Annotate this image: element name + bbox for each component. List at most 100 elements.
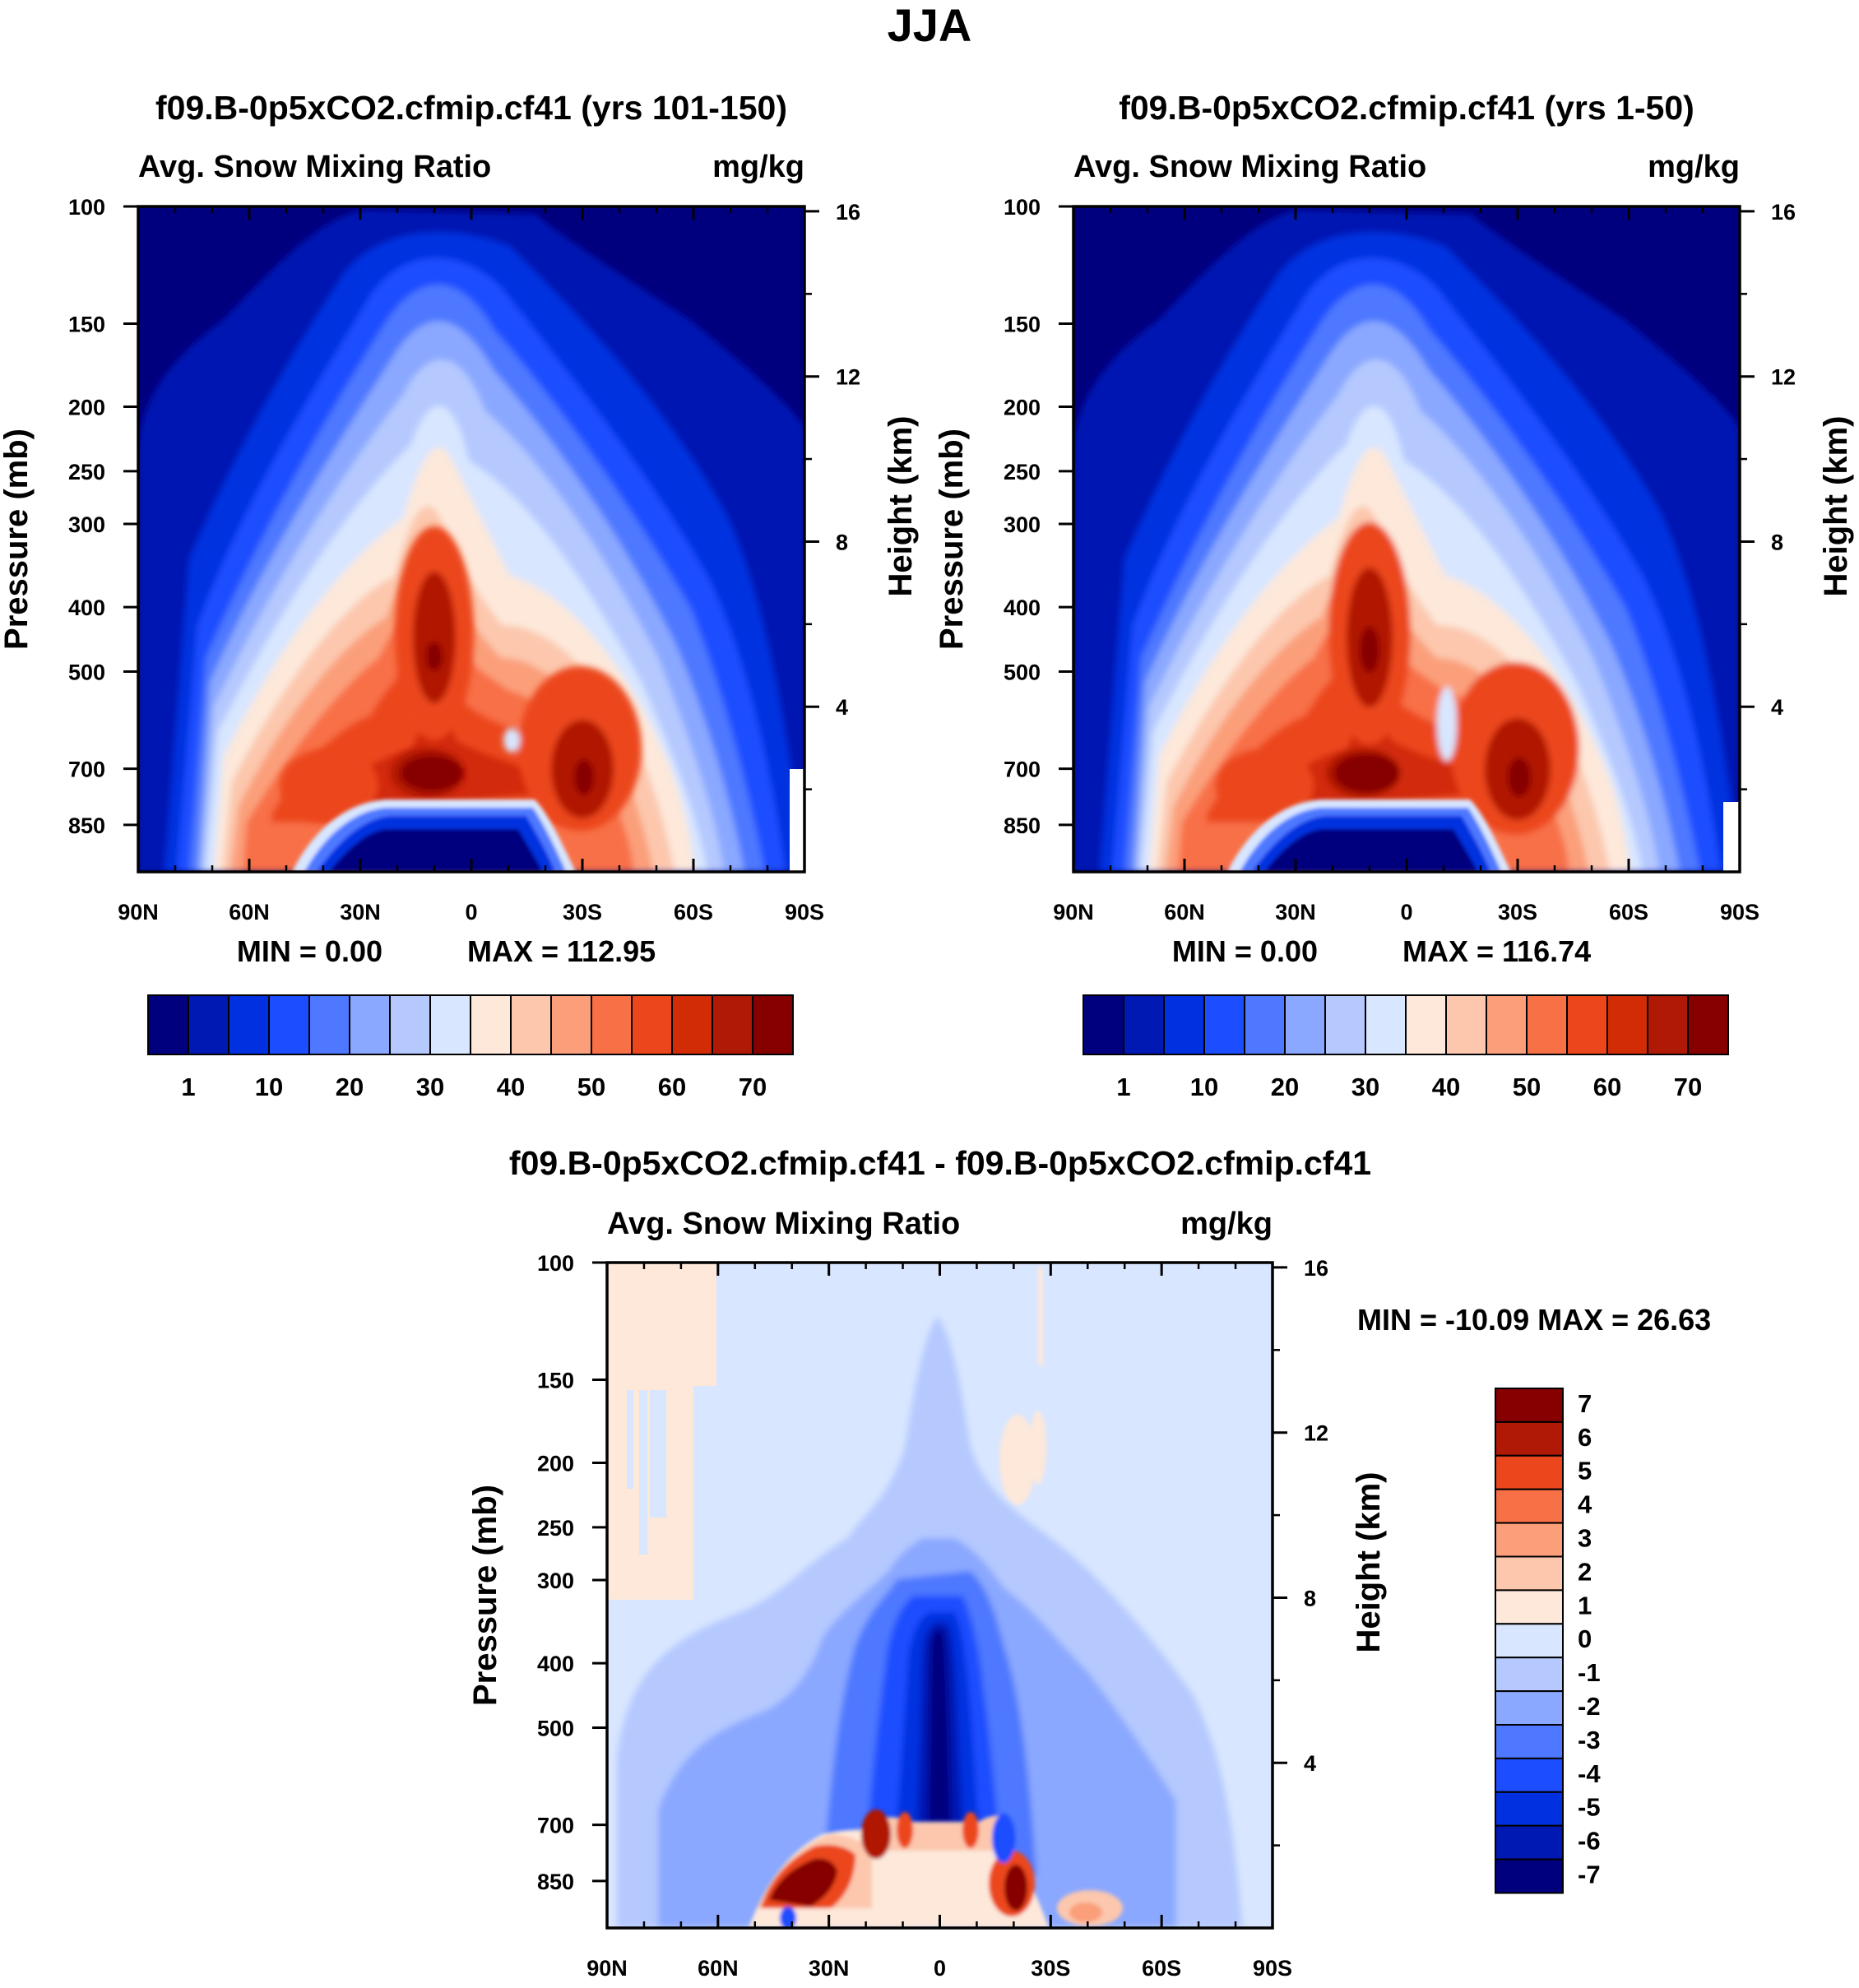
panel-1-colorbar-label: 60 — [658, 1073, 686, 1101]
panel-3-colorbar-box — [1495, 1388, 1564, 1423]
panel-2-min-label: MIN = 0.00 — [1172, 934, 1318, 968]
panel-1-colorbar-box — [591, 994, 633, 1055]
panel-2-y-tick-label: 200 — [1004, 396, 1041, 420]
panel-3-units: mg/kg — [1180, 1207, 1273, 1241]
panel-3-colorbar-label: -6 — [1578, 1827, 1601, 1856]
panel-1-x-tick-label: 0 — [465, 900, 477, 924]
panel-3-colorbar-label: 2 — [1578, 1557, 1592, 1586]
panel-2-colorbar-box — [1405, 994, 1447, 1055]
panel-2-contour-field — [1073, 206, 1740, 872]
panel-3-y-right-tick-label: 4 — [1304, 1751, 1316, 1776]
panel-2-left-label: Avg. Snow Mixing Ratio — [1073, 150, 1426, 184]
panel-3-x-tick-label: 0 — [934, 1956, 946, 1981]
panel-3-y-right-tick-label: 8 — [1304, 1586, 1316, 1610]
panel-3-y-tick-label: 250 — [537, 1516, 574, 1541]
panel-2-colorbar-box — [1445, 994, 1487, 1055]
panel-1-units: mg/kg — [712, 150, 804, 184]
panel-3-colorbar-label: -3 — [1578, 1726, 1601, 1754]
panel-3: f09.B-0p5xCO2.cfmip.cf41 - f09.B-0p5xCO2… — [467, 1144, 1711, 1981]
panel-3-colorbar-label: 4 — [1578, 1490, 1592, 1519]
panel-3-title: f09.B-0p5xCO2.cfmip.cf41 - f09.B-0p5xCO2… — [509, 1144, 1371, 1182]
panel-1-y-tick-label: 200 — [68, 396, 105, 420]
panel-3-colorbar-box — [1495, 1589, 1564, 1625]
panel-2-x-tick-label: 30N — [1275, 900, 1316, 924]
panel-1-y-right-tick-label: 12 — [836, 365, 860, 390]
panel-3-x-tick-label: 60S — [1142, 1956, 1181, 1981]
panel-1-colorbar-box — [268, 994, 310, 1055]
panel-1-y-tick-label: 250 — [68, 460, 105, 484]
panel-1-colorbar-box — [308, 994, 350, 1055]
panel-2-y-axis-title-right: Height (km) — [1818, 416, 1854, 597]
panel-3-colorbar-label: 1 — [1578, 1591, 1592, 1620]
panel-1-x-tick-label: 30S — [563, 900, 602, 924]
panel-1-y-tick-label: 500 — [68, 660, 105, 684]
panel-2-y-tick-label: 850 — [1004, 813, 1041, 838]
panel-2-colorbar-label: 50 — [1513, 1073, 1541, 1101]
panel-1-colorbar-label: 50 — [577, 1073, 605, 1101]
panel-3-colorbar-label: 0 — [1578, 1624, 1592, 1653]
panel-1-colorbar-label: 10 — [255, 1073, 283, 1101]
panel-1-y-right-tick-label: 16 — [836, 200, 860, 225]
panel-2-y-tick-label: 400 — [1004, 595, 1041, 620]
panel-3-y-right-tick-label: 16 — [1304, 1256, 1328, 1281]
panel-1-colorbar-box — [631, 994, 673, 1055]
panel-3-colorbar-box — [1495, 1522, 1564, 1558]
panel-3-y-tick-label: 100 — [537, 1251, 574, 1276]
panel-1-colorbar-box — [429, 994, 471, 1055]
panel-3-y-tick-label: 500 — [537, 1716, 574, 1740]
panel-2-y-tick-label: 500 — [1004, 660, 1041, 684]
panel-2-x-tick-label: 0 — [1400, 900, 1412, 924]
panel-2-colorbar-box — [1324, 994, 1366, 1055]
panel-2-max-label: MAX = 116.74 — [1402, 934, 1591, 968]
panel-1-colorbar-box — [712, 994, 753, 1055]
panel-2-units: mg/kg — [1648, 150, 1740, 184]
panel-1: f09.B-0p5xCO2.cfmip.cf41 (yrs 101-150) A… — [0, 89, 919, 1101]
panel-3-y-axis-title-right: Height (km) — [1351, 1472, 1387, 1653]
panel-2-y-tick-label: 300 — [1004, 512, 1041, 537]
panel-3-colorbar-box — [1495, 1858, 1564, 1894]
panel-1-colorbar-box — [671, 994, 713, 1055]
panel-3-colorbar-box — [1495, 1724, 1564, 1759]
panel-2-colorbar-box — [1244, 994, 1286, 1055]
panel-1-max-label: MAX = 112.95 — [467, 934, 656, 968]
panel-2-colorbar-label: 40 — [1432, 1073, 1460, 1101]
panel-1-x-tick-label: 90S — [785, 900, 824, 924]
panel-3-x-tick-label: 30S — [1031, 1956, 1070, 1981]
panel-3-minmax-label: MIN = -10.09 MAX = 26.63 — [1357, 1303, 1711, 1337]
panel-2-x-tick-label: 30S — [1498, 900, 1537, 924]
panel-2: f09.B-0p5xCO2.cfmip.cf41 (yrs 1-50) Avg.… — [934, 89, 1854, 1101]
panel-3-colorbar-label: -5 — [1578, 1793, 1601, 1822]
panel-3-y-axis-title: Pressure (mb) — [467, 1485, 503, 1706]
panel-2-colorbar-box — [1687, 994, 1729, 1055]
panel-1-colorbar-box — [228, 994, 270, 1055]
panel-3-y-right-tick-label: 12 — [1304, 1421, 1328, 1446]
panel-3-y-tick-label: 400 — [537, 1652, 574, 1676]
panel-2-colorbar-label: 10 — [1190, 1073, 1218, 1101]
panel-3-x-tick-label: 60N — [698, 1956, 739, 1981]
panel-3-y-tick-label: 300 — [537, 1569, 574, 1593]
panel-3-x-tick-label: 90N — [586, 1956, 628, 1981]
panel-1-x-tick-label: 60N — [229, 900, 270, 924]
panel-2-colorbar-box — [1203, 994, 1245, 1055]
panel-3-colorbar-box — [1495, 1420, 1564, 1457]
panel-2-y-tick-label: 700 — [1004, 758, 1041, 782]
panel-2-title: f09.B-0p5xCO2.cfmip.cf41 (yrs 1-50) — [1119, 89, 1694, 127]
panel-1-contour-field — [138, 206, 804, 872]
panel-2-colorbar-box — [1163, 994, 1205, 1055]
panel-2-colorbar-box — [1486, 994, 1528, 1055]
panel-1-colorbar-box — [550, 994, 592, 1055]
panel-3-colorbar-label: -2 — [1578, 1692, 1601, 1721]
panel-3-left-label: Avg. Snow Mixing Ratio — [607, 1207, 960, 1241]
panel-1-min-label: MIN = 0.00 — [237, 934, 382, 968]
panel-3-colorbar-label: -4 — [1578, 1759, 1601, 1788]
panel-2-y-right-tick-label: 16 — [1771, 200, 1796, 225]
panel-1-colorbar-label: 30 — [416, 1073, 444, 1101]
panel-1-y-axis-title: Pressure (mb) — [0, 429, 35, 650]
panel-1-x-tick-label: 90N — [118, 900, 159, 924]
panel-2-y-right-tick-label: 4 — [1771, 695, 1783, 720]
panel-3-colorbar-box — [1495, 1690, 1564, 1726]
panel-1-y-tick-label: 400 — [68, 595, 105, 620]
panel-1-y-tick-label: 100 — [68, 195, 105, 220]
panel-3-colorbar-box — [1495, 1623, 1564, 1659]
panel-1-y-axis-title-right: Height (km) — [883, 416, 919, 597]
